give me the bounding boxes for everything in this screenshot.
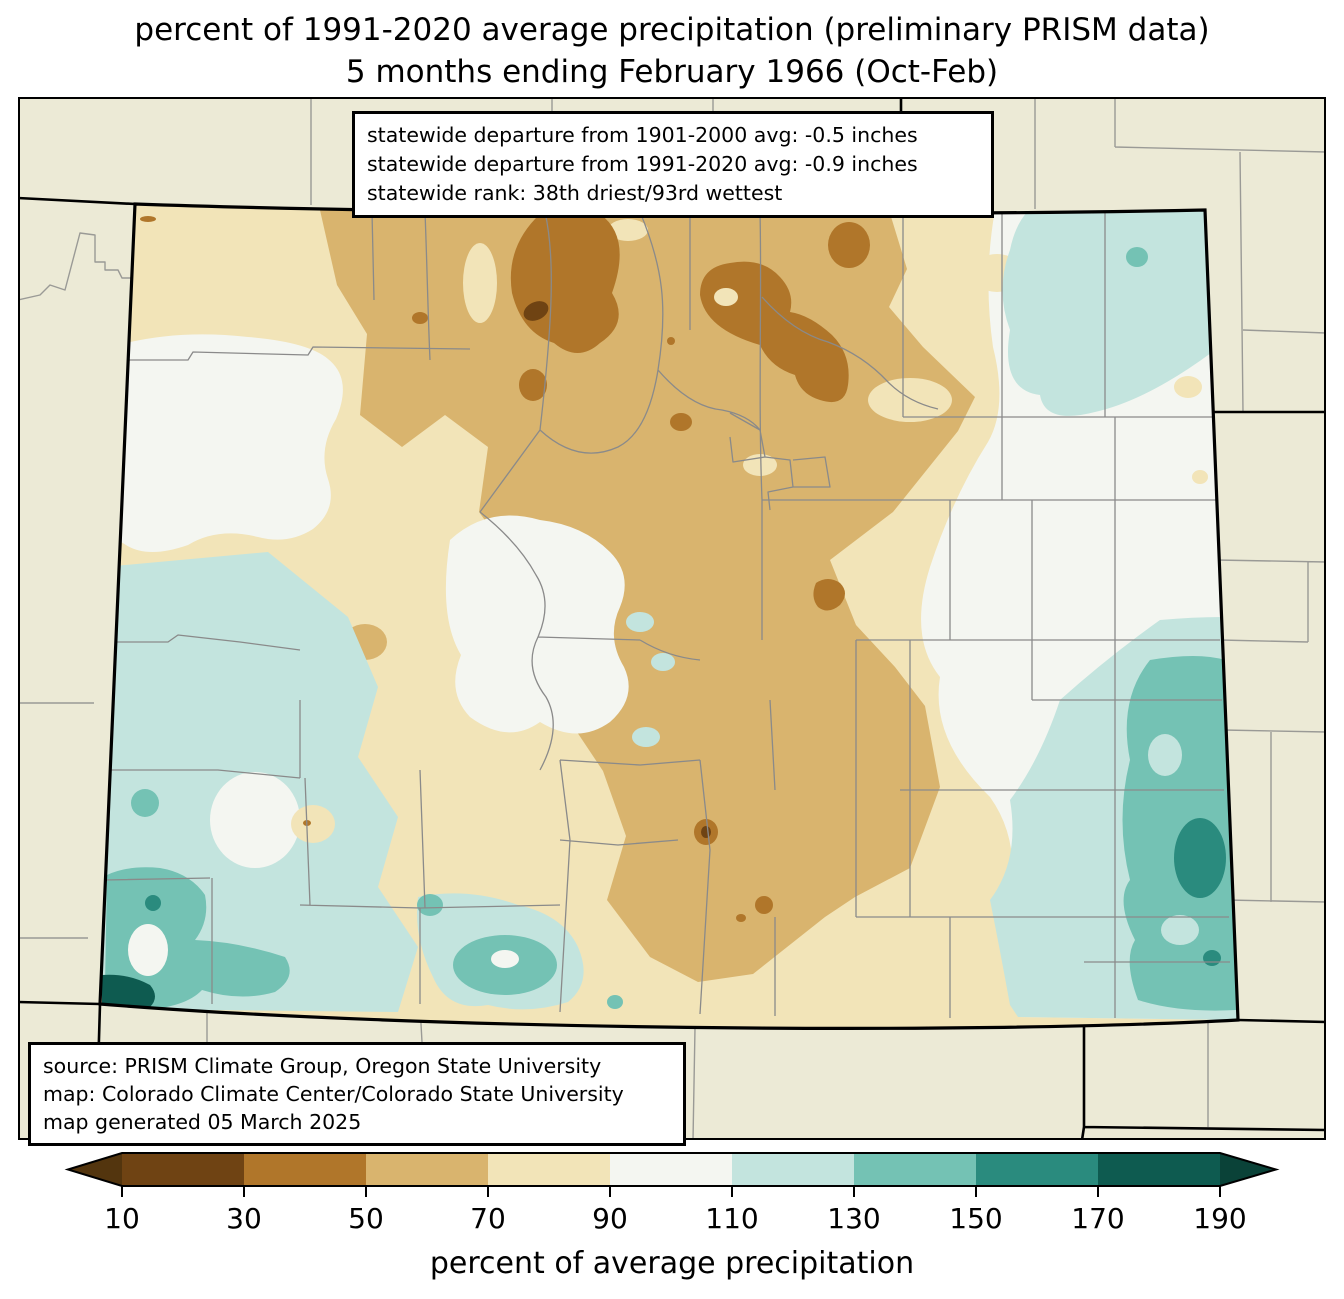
colorbar-segment-50-70 (366, 1153, 488, 1186)
source-box: source: PRISM Climate Group, Oregon Stat… (28, 1042, 686, 1146)
colorbar-axis-label: percent of average precipitation (429, 1246, 915, 1281)
colorbar-segment-10-30 (122, 1153, 244, 1186)
colorbar-tick-label: 50 (348, 1202, 384, 1235)
stats-line-1: statewide departure from 1901-2000 avg: … (367, 123, 918, 147)
figure-title: percent of 1991-2020 average precipitati… (0, 9, 1344, 93)
colorbar-segment-70-90 (488, 1153, 610, 1186)
colorbar-tick-label: 90 (592, 1202, 628, 1235)
statewide-stats-box: statewide departure from 1901-2000 avg: … (352, 111, 994, 218)
colorbar-segment-130-150 (854, 1153, 976, 1186)
colorbar-segment-30-50 (244, 1153, 366, 1186)
colorbar-tick-label: 70 (470, 1202, 506, 1235)
colorbar-tick-label: 150 (949, 1202, 1003, 1235)
precip-contour-regions (100, 204, 1238, 1029)
colorbar-segment-90-110 (610, 1153, 732, 1186)
colorbar-over-arrow (1220, 1153, 1276, 1186)
colorbar-ticks (121, 1186, 1221, 1197)
source-line-1: source: PRISM Climate Group, Oregon Stat… (43, 1054, 602, 1078)
colorbar-segment-110-130 (732, 1153, 854, 1186)
colorbar-segment-170-190 (1098, 1153, 1220, 1186)
colorbar-tick-label: 170 (1071, 1202, 1125, 1235)
colorbar-tick-label: 190 (1193, 1202, 1247, 1235)
colorbar-under-arrow (68, 1153, 122, 1186)
colorbar-tick-label: 110 (705, 1202, 759, 1235)
colorbar-tick-label: 30 (226, 1202, 262, 1235)
colorbar-tick-label: 130 (827, 1202, 881, 1235)
colorbar-tick-label: 10 (104, 1202, 140, 1235)
title-line-2: 5 months ending February 1966 (Oct-Feb) (345, 54, 999, 90)
map-plot (18, 97, 1326, 1140)
colorado-county-lines (103, 211, 1230, 1018)
title-line-1: percent of 1991-2020 average precipitati… (134, 12, 1210, 48)
colorbar-segment-150-170 (976, 1153, 1098, 1186)
colorbar (64, 1152, 1280, 1197)
source-line-3: map generated 05 March 2025 (43, 1110, 362, 1134)
stats-line-2: statewide departure from 1991-2020 avg: … (367, 152, 918, 176)
source-line-2: map: Colorado Climate Center/Colorado St… (43, 1082, 624, 1106)
stats-line-3: statewide rank: 38th driest/93rd wettest (367, 181, 783, 205)
